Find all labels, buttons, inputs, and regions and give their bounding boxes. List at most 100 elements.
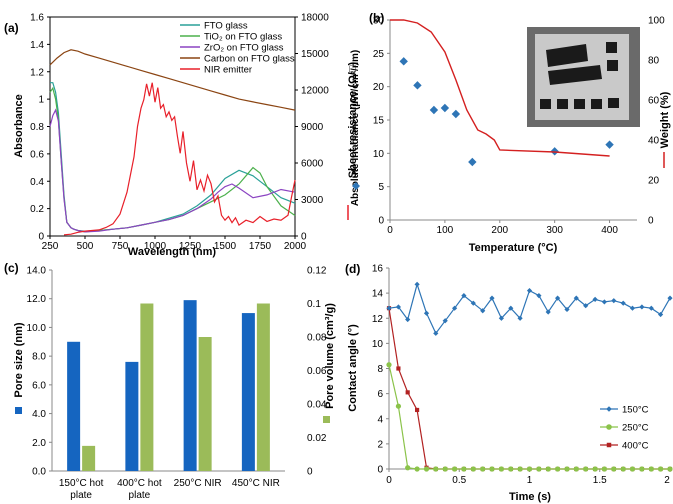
chart-a-y2tick-label: 9000 — [301, 122, 324, 133]
chart-d-point-0-23 — [601, 299, 607, 305]
chart-d-point-1-20 — [573, 466, 579, 472]
chart-d-point-0-1 — [395, 304, 402, 310]
chart-a-series-line-3 — [49, 49, 296, 111]
chart-d-legend-label-1: 250°C — [622, 423, 649, 434]
chart-a-x-ticks: 250 500 750 1000 1250 1500 1750 2000 — [42, 236, 307, 252]
chart-b-y2tick-label: 20 — [648, 176, 660, 187]
chart-d-point-1-11 — [489, 466, 495, 472]
chart-d-point-0-9 — [470, 300, 476, 306]
chart-d-point-0-22 — [592, 296, 598, 303]
chart-b-xtick-label: 400 — [601, 225, 618, 236]
chart-d-point-0-10 — [480, 308, 486, 314]
inset-photo-film-1 — [546, 44, 588, 67]
chart-c-bars — [67, 300, 270, 471]
chart-d-point-0-7 — [452, 305, 458, 311]
chart-c-bar-1-1 — [140, 303, 154, 471]
chart-c-ylabel-marker — [15, 407, 22, 414]
chart-d-point-1-21 — [583, 466, 589, 472]
chart-b-x-ticks: 0 100 200 300 400 — [387, 220, 618, 236]
chart-c-category-label: 400°C hot — [117, 478, 162, 489]
chart-c-ytick-label: 10.0 — [27, 323, 47, 334]
chart-c-ytick-label: 2.0 — [32, 438, 46, 449]
chart-d-point-1-15 — [526, 466, 533, 472]
chart-c-ytick-label: 0.0 — [32, 467, 46, 478]
chart-c-bar-1-3 — [256, 303, 270, 471]
chart-a: (a) 0 0.2 0.4 0.6 0.8 1 1.2 1.4 1.6 0 3000 6000 900… — [4, 13, 361, 259]
chart-b-y2tick-label: 80 — [648, 56, 660, 67]
chart-d-ylabel: Contact angle (°) — [347, 324, 359, 412]
chart-c-y2tick-label: 0.1 — [307, 299, 321, 310]
chart-c-y2tick-label: 0.08 — [307, 333, 327, 344]
chart-a-y2tick-label: 0 — [301, 232, 307, 243]
chart-a-ytick-label: 0.4 — [30, 177, 44, 188]
chart-b-point-0-4 — [451, 109, 461, 119]
chart-d-point-0-14 — [517, 315, 523, 321]
chart-d-series — [386, 281, 673, 472]
chart-c-y2tick-label: 0.12 — [307, 266, 327, 277]
chart-d-xtick-label: 0 — [386, 475, 392, 486]
chart-d-point-0-2 — [405, 316, 411, 323]
chart-d-ytick-label: 10 — [372, 339, 384, 350]
chart-d-point-1-13 — [508, 466, 514, 472]
chart-b-ytick-label: 10 — [373, 149, 385, 160]
chart-d-point-1-3 — [414, 466, 420, 472]
chart-b-ytick-label: 15 — [373, 116, 385, 127]
chart-a-xtick-label: 1500 — [214, 241, 237, 252]
chart-c-bar-0-3 — [241, 313, 255, 471]
chart-d-point-1-4 — [423, 466, 430, 472]
chart-a-xtick-label: 2000 — [284, 241, 307, 252]
inset-photo-film-2 — [548, 65, 602, 85]
chart-c-y2label-marker — [323, 416, 330, 423]
chart-c-bar-0-0 — [67, 341, 81, 471]
chart-d-point-1-7 — [452, 466, 458, 472]
chart-d-point-0-4 — [423, 310, 430, 316]
chart-d-point-0-29 — [657, 311, 664, 318]
chart-d-point-1-8 — [461, 466, 467, 472]
chart-b-y2tick-label: 100 — [648, 16, 665, 27]
chart-b-ytick-label: 20 — [373, 82, 385, 93]
inset-photo-square-3 — [540, 99, 551, 109]
chart-a-ytick-label: 1.4 — [30, 40, 44, 51]
inset-photo-square-6 — [591, 99, 602, 109]
chart-d-point-1-12 — [498, 466, 504, 472]
chart-a-ytick-label: 1.6 — [30, 13, 44, 24]
chart-d-ytick-label: 0 — [377, 465, 383, 476]
chart-d-point-0-28 — [648, 305, 654, 311]
chart-d-point-1-0 — [386, 362, 392, 368]
chart-d-legend: 150°C 250°C 400°C — [600, 405, 649, 452]
chart-b-y2-ticks: 0 20 40 60 80 100 — [648, 16, 665, 227]
chart-a-xtick-label: 1000 — [144, 241, 167, 252]
chart-a-xtick-label: 750 — [112, 241, 129, 252]
chart-d-point-1-19 — [564, 466, 570, 472]
chart-a-series-line-2 — [49, 108, 296, 233]
chart-b-point-0-1 — [413, 81, 422, 90]
chart-a-series-line-4 — [63, 82, 296, 236]
chart-a-xtick-label: 500 — [77, 241, 94, 252]
chart-d-point-1-18 — [555, 466, 561, 472]
chart-c-ytick-label: 14.0 — [27, 266, 47, 277]
chart-b-ytick-label: 25 — [373, 49, 385, 60]
chart-a-legend-label-4: NIR emitter — [204, 65, 252, 76]
chart-a-y2tick-label: 6000 — [301, 159, 324, 170]
chart-d-ytick-label: 12 — [372, 314, 384, 325]
chart-d-legend-marker-0 — [606, 406, 612, 412]
chart-c-bar-1-0 — [82, 445, 96, 471]
chart-d-point-0-5 — [433, 330, 439, 336]
chart-d-legend-marker-1 — [606, 424, 612, 430]
chart-d-point-1-26 — [629, 466, 636, 472]
chart-c-y2tick-label: 0 — [307, 467, 313, 478]
chart-d-point-0-30 — [667, 295, 673, 301]
chart-b: (b) 0 5 10 15 20 25 30 0 20 40 60 80 100 0 100 200 300… — [347, 11, 671, 254]
chart-a-xlabel: Wavelength (nm) — [128, 246, 217, 258]
chart-a-legend-label-2: ZrO₂ on FTO glass — [204, 43, 284, 54]
chart-d-point-0-19 — [564, 306, 570, 313]
chart-a-xtick-label: 1750 — [249, 241, 272, 252]
chart-d-point-0-6 — [442, 318, 448, 324]
chart-d-legend-marker-2 — [606, 442, 612, 448]
chart-d-point-0-11 — [489, 295, 495, 301]
inset-photo-square-1 — [606, 42, 617, 53]
chart-b-series-line-1 — [390, 19, 610, 157]
chart-d-ytick-label: 4 — [377, 414, 383, 425]
chart-a-ytick-label: 0.6 — [30, 149, 44, 160]
